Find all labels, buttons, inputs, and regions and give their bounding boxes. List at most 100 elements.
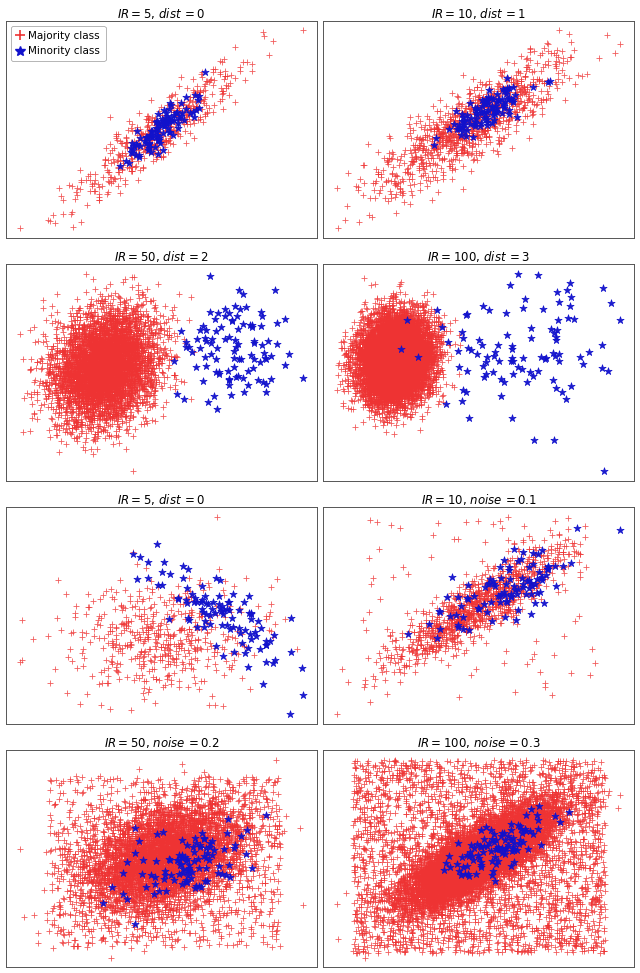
Point [234,860,244,876]
Point [526,809,536,824]
Point [527,817,538,833]
Point [168,859,178,875]
Point [461,923,472,939]
Point [72,380,83,396]
Point [490,864,500,880]
Point [231,854,241,870]
Point [391,339,401,354]
Point [392,366,403,381]
Point [392,790,403,806]
Point [424,117,434,132]
Point [592,816,602,832]
Point [423,327,433,342]
Point [396,839,406,854]
Point [159,868,170,883]
Point [102,401,113,416]
Point [65,924,76,940]
Point [88,297,98,312]
Point [384,356,394,372]
Point [453,832,463,847]
Point [187,832,197,847]
Point [483,849,493,865]
Point [141,867,152,883]
Point [474,583,484,598]
Point [354,349,364,365]
Point [404,166,415,182]
Point [148,880,159,895]
Point [381,353,391,369]
Point [399,341,410,356]
Point [136,811,146,826]
Point [497,105,507,121]
Point [126,374,136,389]
Point [99,360,109,376]
Point [401,331,412,346]
Point [389,326,399,342]
Point [380,340,390,355]
Point [459,847,469,862]
Point [412,346,422,362]
Point [429,304,439,319]
Point [413,372,423,387]
Point [557,793,567,809]
Point [437,870,447,885]
Point [380,345,390,361]
Point [172,859,182,875]
Point [549,809,559,824]
Point [385,320,395,336]
Point [392,352,403,368]
Point [456,863,466,879]
Point [363,341,373,356]
Point [398,872,408,887]
Point [170,874,180,889]
Point [97,369,108,384]
Point [367,332,377,347]
Point [460,608,470,624]
Point [477,824,487,840]
Point [380,394,390,410]
Point [428,886,438,902]
Point [111,863,121,879]
Point [168,306,178,322]
Point [449,841,460,856]
Point [482,107,492,123]
Point [83,356,93,372]
Point [484,134,495,150]
Point [219,805,229,820]
Point [399,875,409,890]
Point [443,850,453,866]
Point [94,350,104,366]
Point [374,359,384,375]
Point [486,589,497,604]
Point [523,833,533,848]
Point [148,811,158,827]
Point [124,339,134,354]
Point [486,872,497,887]
Point [399,333,410,348]
Point [368,361,378,377]
Point [82,361,92,377]
Point [211,807,221,822]
Point [393,358,403,374]
Point [498,836,508,851]
Point [470,845,480,860]
Point [117,328,127,343]
Point [469,118,479,133]
Point [387,916,397,931]
Point [426,867,436,883]
Point [424,329,435,344]
Point [377,337,387,352]
Point [429,349,440,365]
Point [213,856,223,872]
Point [432,899,442,915]
Point [513,602,524,618]
Point [454,871,465,886]
Point [414,829,424,845]
Point [156,819,166,835]
Point [417,343,428,359]
Point [359,863,369,879]
Point [142,828,152,844]
Point [402,357,412,373]
Point [454,855,465,871]
Point [149,885,159,901]
